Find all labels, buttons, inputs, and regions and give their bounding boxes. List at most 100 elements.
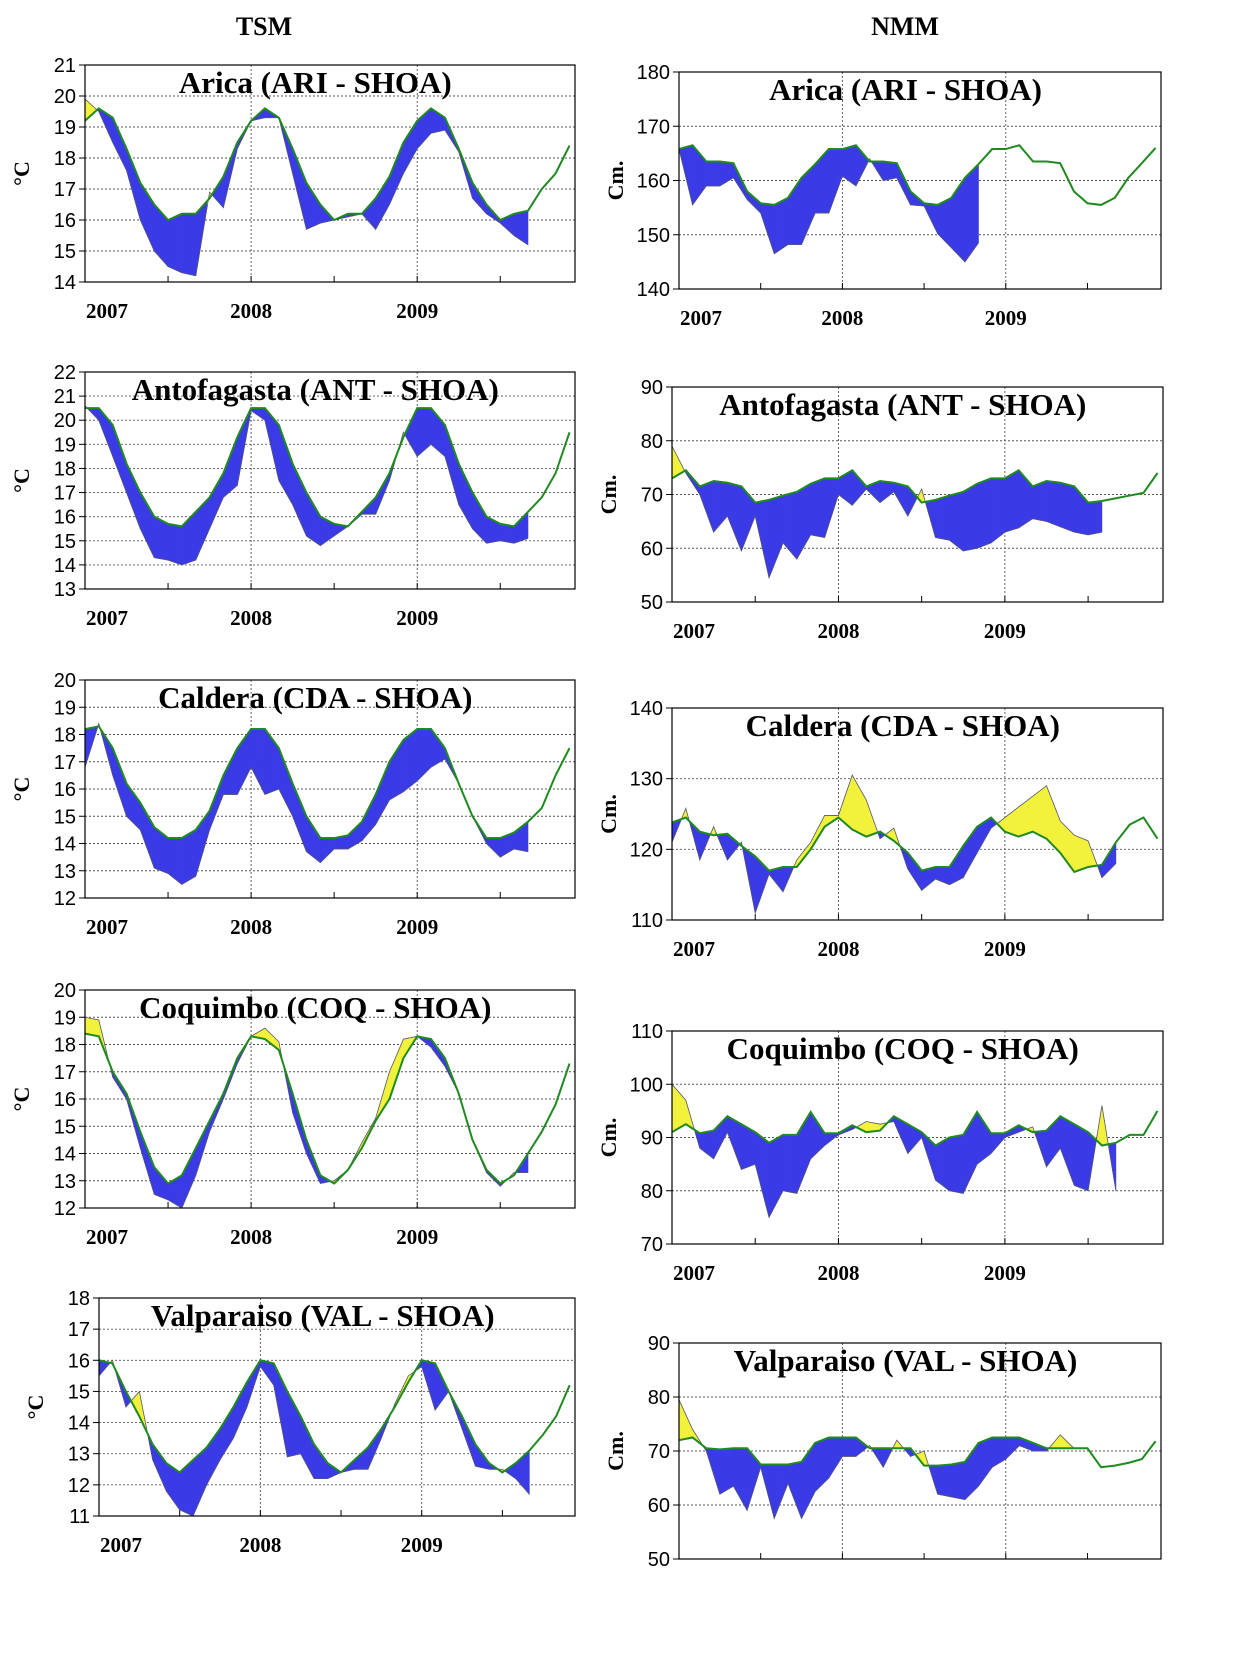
anomaly-fill <box>176 214 180 273</box>
x-tick-label: 2008 <box>230 606 272 630</box>
anomaly-fill <box>1004 476 1008 533</box>
chart-panel-7: 70 80 90 100 110 2007 2008 2009 Coquimbo (COQ - … <box>596 1021 1164 1285</box>
anomaly-fill <box>935 1143 939 1183</box>
anomaly-fill <box>343 835 346 850</box>
column-header-tsm: TSM <box>236 12 292 41</box>
anomaly-fill <box>405 134 409 171</box>
plot-frame <box>84 64 576 283</box>
anomaly-fill <box>678 1091 682 1129</box>
anomaly-fill <box>849 775 853 831</box>
anomaly-fill <box>326 837 330 857</box>
anomaly-fill <box>517 1458 521 1485</box>
anomaly-fill <box>944 866 948 885</box>
anomaly-fill <box>430 728 434 768</box>
anomaly-fill <box>375 193 379 231</box>
chart-title: Valparaiso (VAL - SHOA) <box>734 1343 1078 1378</box>
anomaly-fill <box>177 1470 180 1511</box>
anomaly-fill <box>728 162 732 182</box>
y-tick-label: 90 <box>648 1333 670 1355</box>
anomaly-fill <box>955 186 959 256</box>
anomaly-fill <box>221 1420 225 1458</box>
plot-frame <box>671 386 1164 603</box>
anomaly-fill <box>163 833 167 874</box>
y-tick-label: 110 <box>631 1021 663 1043</box>
anomaly-fill <box>428 728 432 771</box>
anomaly-fill <box>821 1438 825 1486</box>
y-tick-label: 16 <box>54 1089 76 1111</box>
anomaly-fill <box>853 144 857 187</box>
anomaly-fill <box>727 833 731 861</box>
y-tick-label: 12 <box>54 1198 76 1220</box>
anomaly-fill <box>167 1181 171 1202</box>
anomaly-fill <box>960 1134 964 1194</box>
anomaly-fill <box>526 1449 530 1496</box>
anomaly-fill <box>188 213 192 276</box>
plot-frame <box>84 679 576 899</box>
anomaly-fill <box>135 795 139 829</box>
anomaly-fill <box>423 728 427 775</box>
anomaly-fill <box>717 161 721 187</box>
y-tick-label: 70 <box>648 1441 670 1463</box>
anomaly-fill <box>955 1462 959 1499</box>
anomaly-fill <box>1000 1437 1004 1463</box>
anomaly-fill <box>846 1437 850 1457</box>
y-tick-label: 12 <box>54 888 76 910</box>
anomaly-fill <box>153 516 157 559</box>
anomaly-fill <box>1030 482 1033 521</box>
anomaly-fill <box>768 1140 772 1218</box>
anomaly-fill <box>433 109 436 134</box>
anomaly-fill <box>939 202 943 240</box>
anomaly-fill <box>944 495 948 541</box>
anomaly-fill <box>951 193 954 251</box>
x-tick-label: 2007 <box>673 1261 715 1285</box>
anomaly-fill <box>172 1178 176 1205</box>
anomaly-fill <box>313 1443 317 1479</box>
anomaly-fill <box>186 518 190 564</box>
anomaly-fill <box>170 837 173 878</box>
anomaly-fill <box>969 1451 973 1496</box>
anomaly-fill <box>886 481 890 498</box>
anomaly-fill <box>204 1446 207 1491</box>
y-tick-label: 18 <box>54 725 76 747</box>
anomaly-fill <box>794 1134 798 1194</box>
x-tick-label: 2009 <box>984 619 1026 643</box>
anomaly-fill <box>810 165 814 224</box>
anomaly-fill <box>891 162 895 180</box>
anomaly-fill <box>887 161 891 180</box>
anomaly-fill <box>783 198 786 249</box>
anomaly-fill <box>808 483 811 540</box>
anomaly-fill <box>990 1132 994 1155</box>
anomaly-fill <box>151 199 155 252</box>
anomaly-fill <box>1071 832 1075 873</box>
anomaly-fill <box>509 525 513 544</box>
anomaly-fill <box>885 161 889 181</box>
anomaly-fill <box>518 826 522 851</box>
y-axis-label: °C <box>9 1087 34 1112</box>
anomaly-fill <box>416 118 420 150</box>
anomaly-fill <box>192 1457 196 1517</box>
anomaly-fill <box>960 491 964 552</box>
chart-title: Arica (ARI - SHOA) <box>769 72 1042 107</box>
anomaly-fill <box>986 478 990 546</box>
anomaly-fill <box>1094 501 1098 534</box>
anomaly-fill <box>336 836 340 850</box>
anomaly-fill <box>389 757 393 801</box>
y-tick-label: 80 <box>648 1387 670 1409</box>
anomaly-fill <box>958 1134 962 1194</box>
anomaly-fill <box>826 478 830 531</box>
anomaly-fill <box>997 478 1001 539</box>
anomaly-fill <box>1060 482 1063 529</box>
reference-line <box>84 725 571 840</box>
anomaly-fill <box>805 1114 809 1171</box>
anomaly-fill <box>433 410 436 450</box>
anomaly-fill <box>676 1088 680 1131</box>
anomaly-fill <box>273 740 277 792</box>
anomaly-fill <box>181 523 185 566</box>
anomaly-fill <box>720 481 724 525</box>
anomaly-fill <box>815 1118 818 1156</box>
anomaly-fill <box>741 1123 745 1170</box>
x-tick-label: 2009 <box>396 915 438 939</box>
anomaly-fill <box>854 778 858 833</box>
anomaly-fill <box>506 524 510 543</box>
